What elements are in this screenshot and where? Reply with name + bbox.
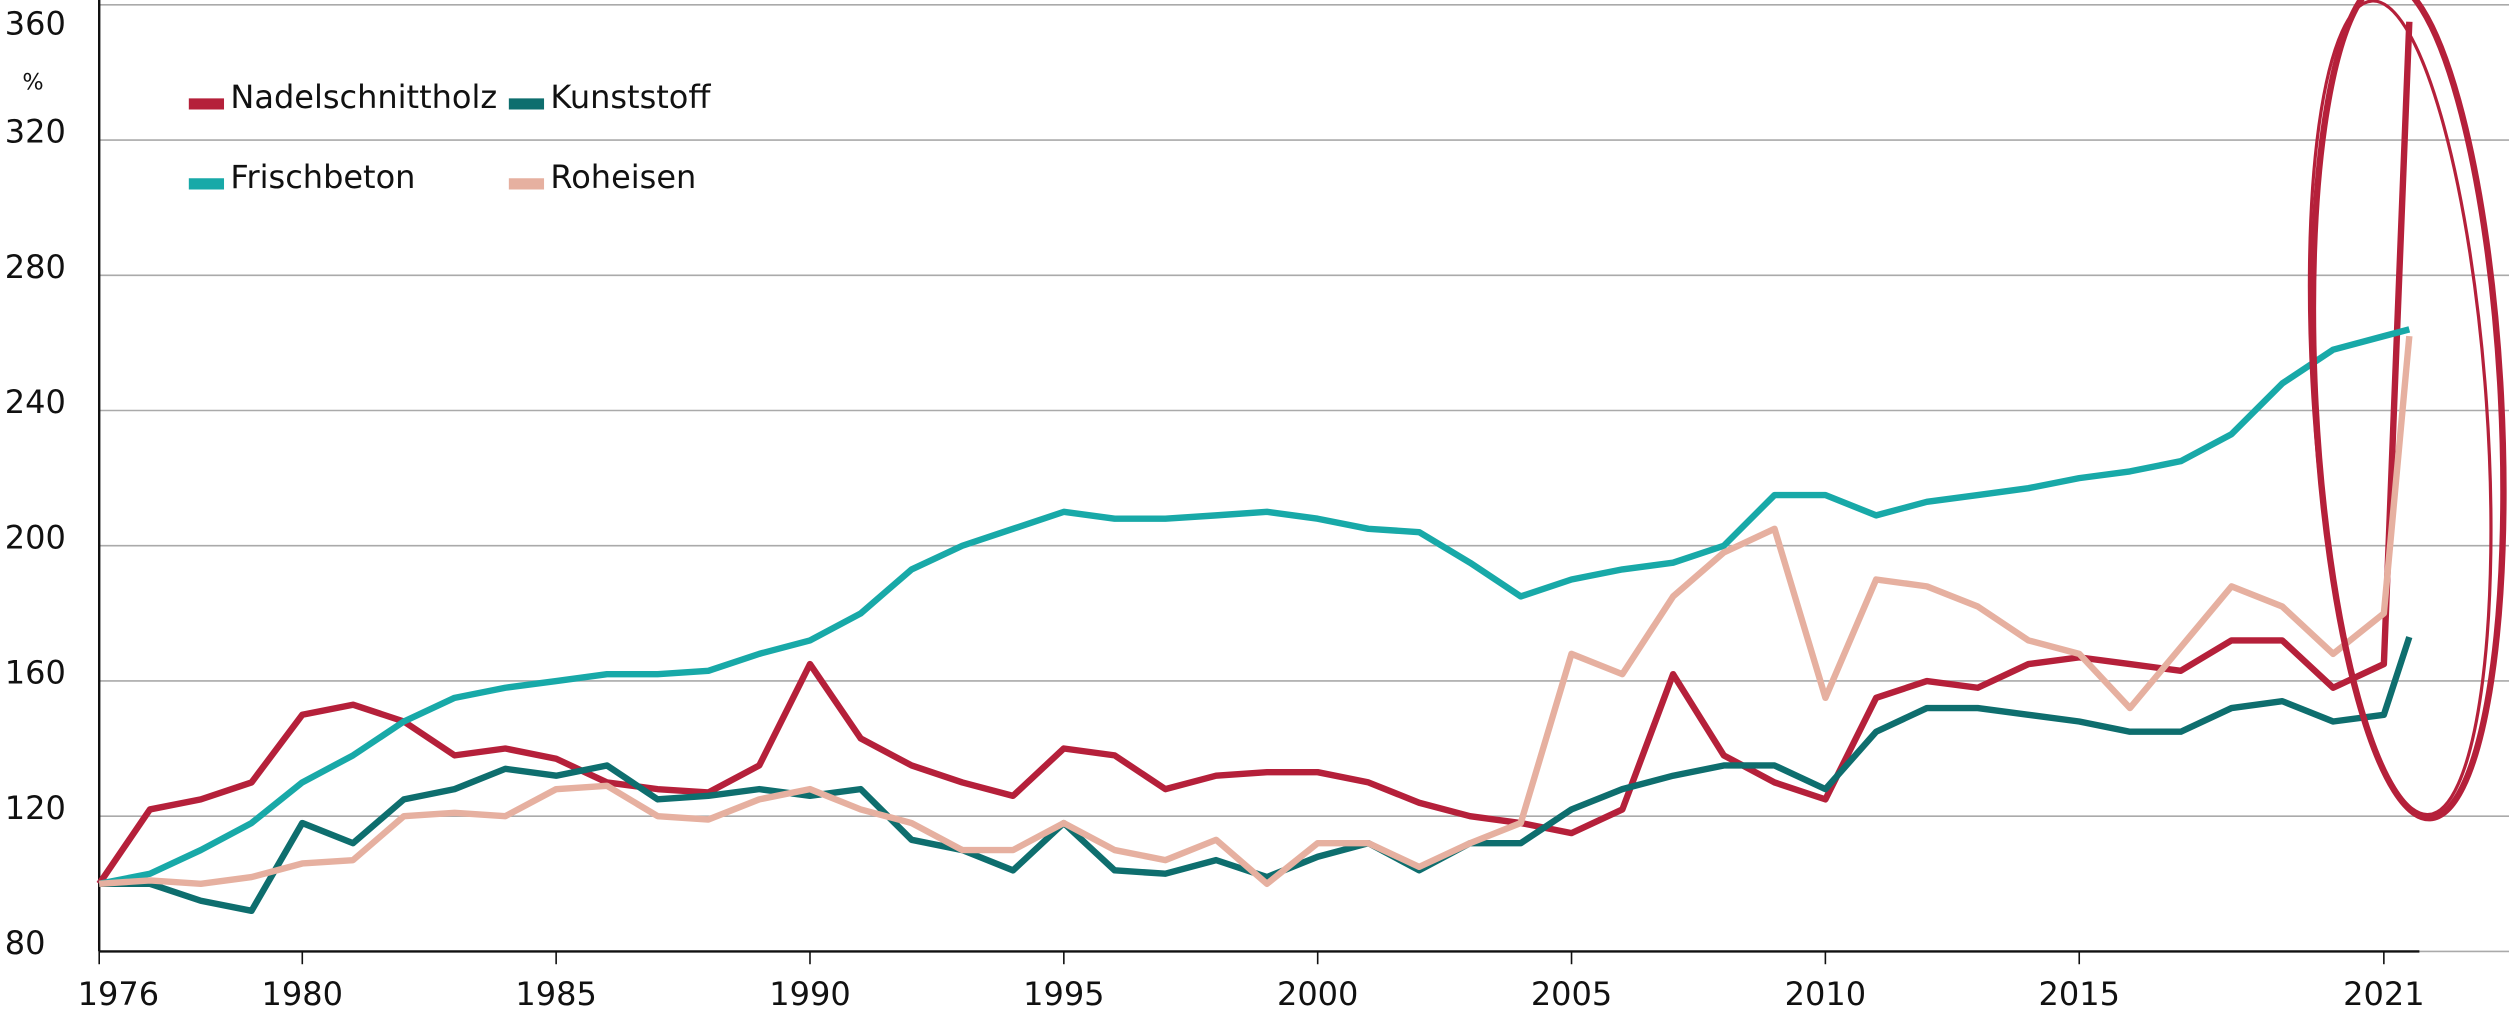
series-line: [99, 636, 2413, 915]
series-line: [98, 326, 2411, 887]
x-tick-label: 1995: [1023, 975, 1104, 1009]
series-line: [98, 335, 2413, 887]
x-tick-label: 2021: [2343, 975, 2424, 1009]
x-tick-label: 1985: [515, 975, 596, 1009]
legend-label: Nadelschnittholz: [230, 78, 497, 116]
legend-label: Frischbeton: [230, 158, 415, 196]
annotation-circle: [2309, 0, 2507, 822]
x-tick-label: 2015: [2039, 975, 2120, 1009]
x-tick-label: 1990: [769, 975, 850, 1009]
x-tick-label: 1980: [262, 975, 343, 1009]
y-tick-label: 120: [5, 789, 66, 827]
x-tick-label: 2000: [1277, 975, 1358, 1009]
y-tick-label: 80: [5, 924, 46, 962]
y-tick-label: 200: [5, 518, 66, 556]
series-line: [96, 21, 2413, 886]
y-tick-label: 160: [5, 654, 66, 692]
x-tick-label: 2010: [1785, 975, 1866, 1009]
legend-label: Roheisen: [550, 158, 696, 196]
y-tick-label: 240: [5, 383, 66, 421]
y-tick-label: 280: [5, 248, 66, 286]
legend-label: Kunststoff: [550, 78, 711, 116]
x-tick-label: 1976: [78, 975, 159, 1009]
x-tick-label: 2005: [1531, 975, 1612, 1009]
annotation-circle: [2307, 0, 2493, 817]
y-tick-label: 360: [5, 5, 66, 43]
y-tick-label: 320: [5, 113, 66, 151]
y-unit: %: [22, 70, 43, 96]
